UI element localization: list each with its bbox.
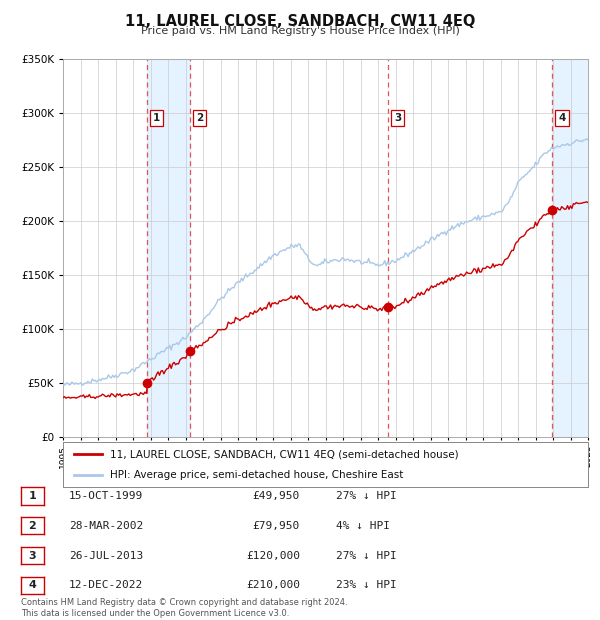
- Text: 3: 3: [29, 551, 36, 560]
- Text: 15-OCT-1999: 15-OCT-1999: [69, 491, 143, 501]
- Text: 27% ↓ HPI: 27% ↓ HPI: [336, 551, 397, 560]
- Bar: [147, 59, 190, 437]
- Text: 28-MAR-2002: 28-MAR-2002: [69, 521, 143, 531]
- Text: £79,950: £79,950: [253, 521, 300, 531]
- Text: 23% ↓ HPI: 23% ↓ HPI: [336, 580, 397, 590]
- Bar: [552, 59, 597, 437]
- Text: Contains HM Land Registry data © Crown copyright and database right 2024.
This d: Contains HM Land Registry data © Crown c…: [21, 598, 347, 618]
- Text: £49,950: £49,950: [253, 491, 300, 501]
- Text: 4: 4: [28, 580, 37, 590]
- Text: 3: 3: [394, 113, 401, 123]
- Text: Price paid vs. HM Land Registry's House Price Index (HPI): Price paid vs. HM Land Registry's House …: [140, 26, 460, 36]
- Text: 1: 1: [153, 113, 160, 123]
- Text: 4: 4: [558, 113, 566, 123]
- Text: 12-DEC-2022: 12-DEC-2022: [69, 580, 143, 590]
- Text: 11, LAUREL CLOSE, SANDBACH, CW11 4EQ (semi-detached house): 11, LAUREL CLOSE, SANDBACH, CW11 4EQ (se…: [110, 449, 459, 459]
- Text: 11, LAUREL CLOSE, SANDBACH, CW11 4EQ: 11, LAUREL CLOSE, SANDBACH, CW11 4EQ: [125, 14, 475, 29]
- Text: 1: 1: [29, 491, 36, 501]
- Text: 27% ↓ HPI: 27% ↓ HPI: [336, 491, 397, 501]
- Text: 2: 2: [29, 521, 36, 531]
- Text: 26-JUL-2013: 26-JUL-2013: [69, 551, 143, 560]
- Text: £120,000: £120,000: [246, 551, 300, 560]
- Text: 4% ↓ HPI: 4% ↓ HPI: [336, 521, 390, 531]
- Text: £210,000: £210,000: [246, 580, 300, 590]
- Text: HPI: Average price, semi-detached house, Cheshire East: HPI: Average price, semi-detached house,…: [110, 469, 404, 480]
- Text: 2: 2: [196, 113, 203, 123]
